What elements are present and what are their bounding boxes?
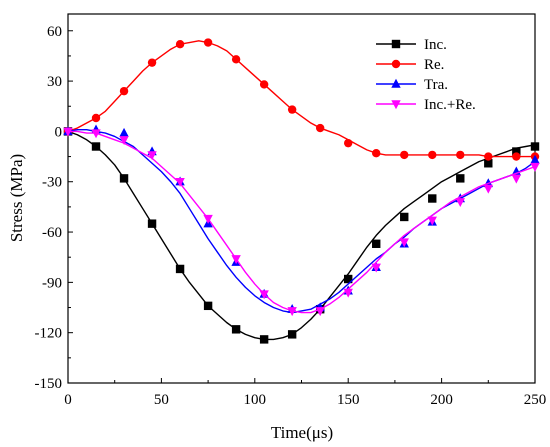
y-tick-label: -120: [35, 326, 63, 342]
data-point-inc-re: [231, 255, 241, 265]
data-point-inc-re: [530, 162, 540, 172]
y-tick-label: 60: [47, 24, 62, 40]
x-tick-label: 150: [337, 392, 360, 408]
legend-label: Tra.: [424, 77, 448, 93]
data-point-inc-re: [455, 198, 465, 208]
y-axis-title: Stress (MPa): [7, 154, 26, 242]
y-tick-label: 30: [47, 74, 62, 90]
series-tra: [63, 124, 540, 314]
y-tick-label: 0: [55, 124, 63, 140]
series-line-tra: [67, 129, 536, 314]
data-point-inc-re: [63, 127, 73, 137]
legend-item-inc-re: Inc.+Re.: [376, 97, 476, 113]
data-point-tra: [119, 127, 129, 137]
data-point-inc: [512, 147, 521, 156]
data-point-re: [147, 58, 157, 67]
data-point-inc: [231, 325, 241, 334]
y-tick-label: -30: [42, 175, 62, 191]
data-point-tra: [530, 154, 540, 164]
data-point-inc: [484, 159, 493, 168]
data-point-re: [456, 150, 465, 160]
legend: Inc. Re. Tra. Inc.+Re.: [376, 37, 476, 113]
x-tick-label: 100: [244, 392, 267, 408]
y-axis-ticks: 60 30 0 -30 -60 -90 -120 -150: [35, 24, 73, 392]
legend-label: Re.: [424, 57, 444, 73]
series-layer: [63, 38, 540, 344]
data-point-re: [512, 152, 521, 161]
data-point-inc-re: [147, 151, 157, 161]
data-point-re: [259, 80, 269, 89]
series-line-inc: [67, 130, 536, 341]
data-point-inc: [203, 301, 213, 311]
data-point-inc: [428, 194, 437, 203]
x-axis-title: Time(μs): [271, 423, 333, 442]
legend-label: Inc.+Re.: [424, 97, 476, 113]
x-axis-ticks: 0 50 100 150 200 250: [64, 378, 546, 408]
data-point-inc-re: [427, 216, 437, 226]
data-point-inc-re: [511, 174, 522, 184]
data-point-inc: [147, 219, 157, 228]
data-point-inc: [259, 335, 269, 344]
data-point-inc: [175, 264, 185, 274]
data-point-inc: [91, 142, 101, 151]
x-tick-label: 50: [154, 392, 169, 408]
data-point-re: [344, 138, 353, 148]
data-point-inc: [530, 142, 540, 151]
legend-marker: [391, 59, 401, 69]
series-line-inc-re: [68, 130, 536, 314]
data-point-inc-re: [287, 307, 297, 317]
data-point-re: [175, 39, 185, 49]
data-point-inc-re: [399, 238, 409, 248]
legend-label: Inc.: [424, 37, 447, 53]
legend-item-tra: Tra.: [376, 77, 448, 93]
data-point-re: [203, 38, 213, 47]
data-point-inc: [119, 174, 129, 183]
legend-item-inc: Inc.: [376, 37, 447, 53]
data-point-re: [372, 149, 381, 158]
legend-marker: [391, 78, 401, 88]
data-point-re: [287, 105, 297, 114]
data-point-inc: [400, 212, 409, 222]
legend-marker: [391, 39, 401, 49]
data-point-re: [315, 123, 325, 133]
data-point-inc-re: [371, 263, 381, 273]
data-point-re: [119, 86, 129, 96]
data-point-inc-re: [343, 288, 353, 298]
y-tick-label: -60: [42, 225, 62, 241]
y-tick-label: -90: [42, 275, 62, 291]
data-point-re: [231, 55, 241, 64]
data-point-inc-re: [175, 178, 185, 187]
data-point-inc: [287, 330, 297, 339]
data-point-inc-re: [315, 307, 325, 317]
series-inc-re: [63, 127, 540, 317]
data-point-re: [91, 113, 101, 123]
data-point-inc-re: [119, 136, 129, 145]
data-point-inc: [372, 239, 381, 248]
x-tick-label: 200: [430, 392, 453, 408]
y-tick-label: -150: [35, 376, 63, 392]
data-point-inc: [344, 274, 353, 284]
data-point-inc-re: [91, 129, 101, 139]
series-inc: [63, 127, 540, 344]
data-point-inc: [456, 174, 465, 183]
data-point-re: [428, 150, 437, 160]
data-point-inc-re: [259, 290, 269, 300]
legend-item-re: Re.: [376, 57, 444, 73]
data-point-re: [484, 152, 493, 161]
data-point-re: [400, 150, 409, 160]
x-tick-label: 250: [524, 392, 547, 408]
legend-marker: [391, 100, 401, 110]
x-tick-label: 0: [64, 392, 72, 408]
data-point-inc-re: [483, 184, 493, 194]
data-point-inc-re: [203, 214, 213, 224]
